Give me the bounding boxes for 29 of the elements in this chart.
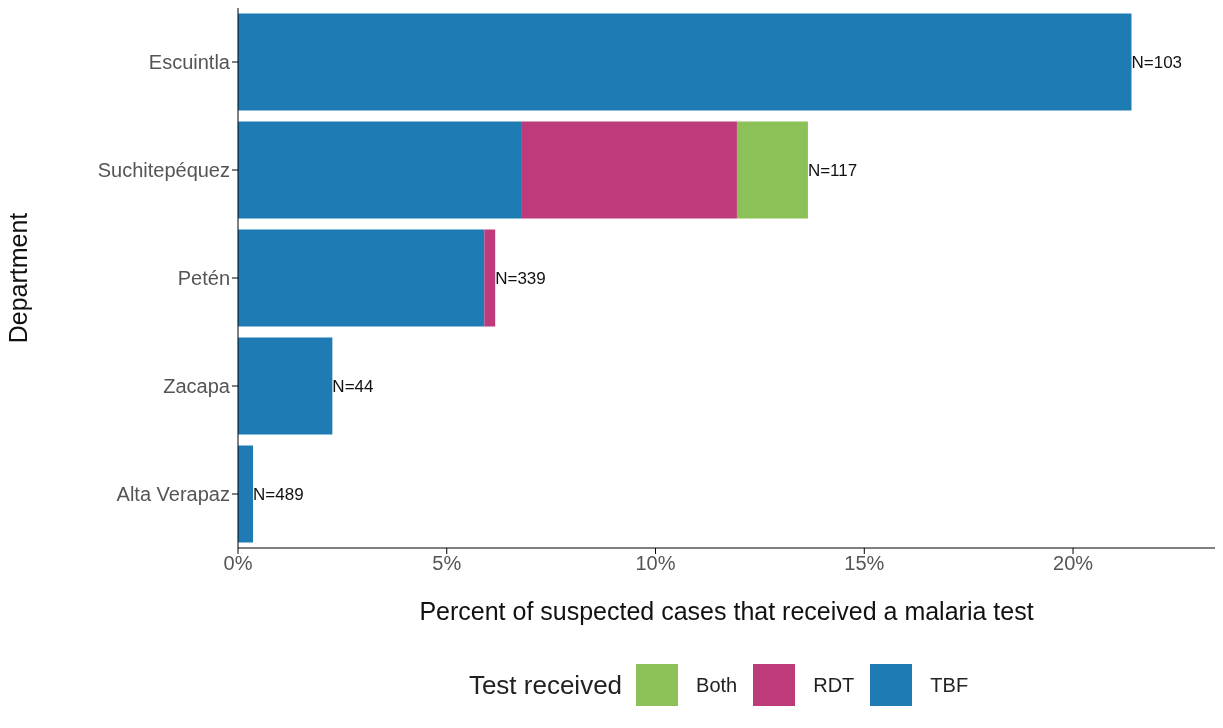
y-axis-title: Department: [3, 212, 32, 344]
x-tick-label: 10%: [635, 552, 676, 575]
x-tick-label: 5%: [432, 552, 462, 575]
bar: [238, 13, 1132, 111]
bar: [484, 229, 496, 327]
annotation: N=103: [1131, 53, 1183, 73]
annotation: N=339: [495, 269, 546, 289]
legend-label: Both: [696, 673, 738, 697]
bar: [736, 121, 808, 219]
legend-label: RDT: [813, 673, 855, 697]
x-tick-label: 20%: [1053, 552, 1094, 575]
y-tick-label: Escuintla: [148, 51, 231, 74]
y-tick-label: Alta Verapaz: [116, 483, 230, 506]
y-tick-label: Suchitepéquez: [97, 159, 230, 182]
annotation: N=489: [253, 485, 304, 505]
legend-label: TBF: [930, 673, 969, 697]
y-tick-label: Petén: [177, 267, 230, 290]
x-tick-label: 0%: [223, 552, 253, 575]
annotation: N=117: [807, 161, 858, 181]
x-axis-title: Percent of suspected cases that received a malaria test: [419, 597, 1034, 625]
bar: [238, 229, 485, 327]
bar: [238, 121, 522, 219]
bar: [238, 445, 254, 543]
bar: [521, 121, 737, 219]
y-tick-label: Zacapa: [163, 375, 231, 398]
bar: [238, 337, 333, 435]
legend-title: Test received: [468, 669, 623, 701]
x-tick-label: 15%: [844, 552, 885, 575]
annotation: N=44: [332, 377, 374, 397]
